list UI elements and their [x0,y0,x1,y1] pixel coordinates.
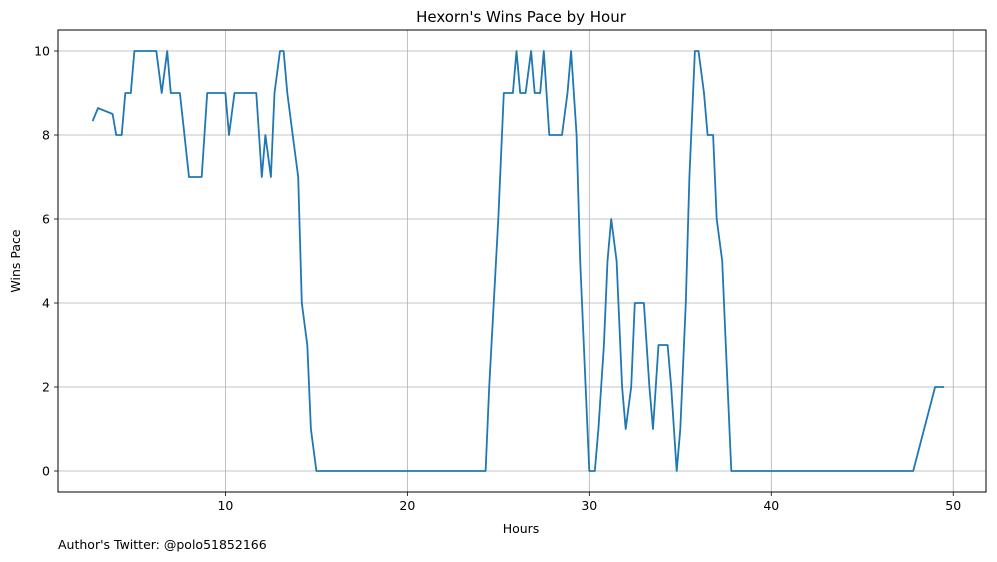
y-tick-label: 4 [42,296,50,311]
y-tick-label: 6 [42,212,50,227]
y-tick-label: 2 [42,380,50,395]
x-tick-label: 40 [763,498,779,513]
series-line [91,50,945,472]
x-axis-label: Hours [503,521,540,536]
plot-area [91,50,945,472]
x-tick-label: 20 [399,498,415,513]
x-tick-label: 30 [581,498,597,513]
grid-lines [58,30,986,492]
y-axis-ticks: 0 2 4 6 8 10 [34,44,58,479]
y-tick-label: 0 [42,464,50,479]
x-tick-label: 10 [217,498,233,513]
x-axis-ticks: 10 20 30 40 50 [217,492,961,513]
y-axis-label: Wins Pace [8,229,23,292]
y-tick-label: 8 [42,128,50,143]
y-tick-label: 10 [34,44,50,59]
author-credit: Author's Twitter: @polo51852166 [58,537,267,552]
chart-title: Hexorn's Wins Pace by Hour [416,8,627,26]
x-tick-label: 50 [945,498,961,513]
plot-frame [57,29,987,493]
